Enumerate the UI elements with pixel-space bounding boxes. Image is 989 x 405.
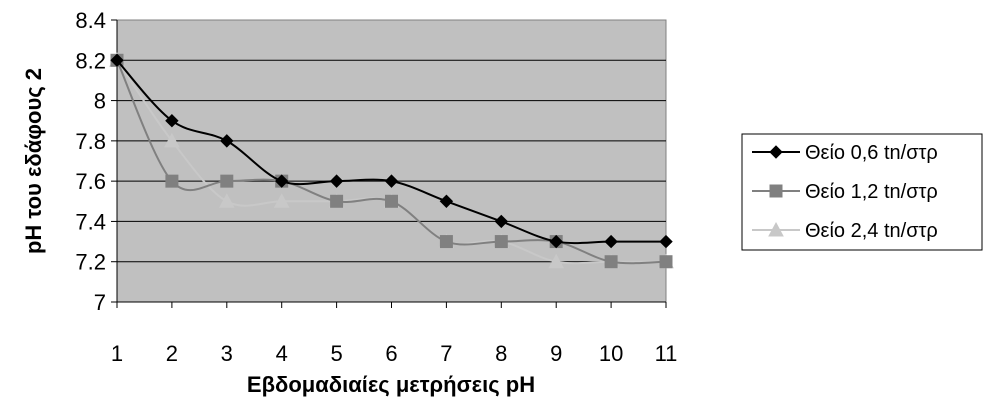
data-point-series-1 xyxy=(329,174,344,188)
y-tick-label: 7.6 xyxy=(75,169,106,194)
data-point-series-3 xyxy=(218,193,235,208)
x-tick-label: 7 xyxy=(440,341,452,366)
data-point-series-2 xyxy=(494,235,508,249)
legend-label-3: Θείο 2,4 tn/στρ xyxy=(805,220,938,242)
legend-label-1: Θείο 0,6 tn/στρ xyxy=(805,142,938,164)
series-line-2 xyxy=(116,59,667,265)
data-point-series-1 xyxy=(274,174,289,188)
x-tick-label: 4 xyxy=(276,341,288,366)
y-tick-label: 7 xyxy=(94,290,106,315)
y-tick-label: 8 xyxy=(94,89,106,114)
legend-label-2: Θείο 1,2 tn/στρ xyxy=(805,181,938,203)
x-tick-label: 6 xyxy=(385,341,397,366)
data-point-series-3 xyxy=(273,193,290,208)
series-group xyxy=(109,52,674,269)
legend-marker-2 xyxy=(769,184,783,198)
legend-marker-1 xyxy=(769,145,783,159)
data-point-series-2 xyxy=(165,174,179,188)
x-tick-label: 3 xyxy=(221,341,233,366)
tick-labels: 7 7.2 7.4 7.6 7.8 8 8.2 8.4 1 2 3 4 5 6 7 8 9 10 11 xyxy=(75,8,677,366)
x-tick-label: 11 xyxy=(655,341,678,366)
y-tick-label: 7.4 xyxy=(75,209,106,234)
data-point-series-1 xyxy=(659,234,673,249)
x-tick-label: 9 xyxy=(550,341,562,366)
data-point-series-2 xyxy=(439,235,453,249)
x-tick-label: 1 xyxy=(111,341,123,366)
data-point-series-3 xyxy=(164,132,180,148)
x-tick-label: 8 xyxy=(495,341,507,366)
y-tick-label: 8.4 xyxy=(75,8,106,33)
data-point-series-1 xyxy=(604,234,618,249)
y-tick-label: 8.2 xyxy=(75,48,106,73)
y-axis-title: pH του εδάφους 2 xyxy=(21,68,46,254)
data-point-series-1 xyxy=(439,194,454,208)
data-point-series-2 xyxy=(330,194,344,208)
data-point-series-2 xyxy=(385,194,398,208)
x-tick-label: 5 xyxy=(330,341,342,366)
data-point-series-1 xyxy=(494,214,509,229)
data-point-series-3 xyxy=(548,253,565,269)
x-tick-label: 10 xyxy=(599,341,623,366)
data-point-series-1 xyxy=(384,174,399,188)
data-point-series-1 xyxy=(110,53,124,67)
data-point-series-2 xyxy=(220,174,234,188)
data-point-series-1 xyxy=(165,114,179,128)
x-axis-title: Εβδομαδιαίες μετρήσεις pH xyxy=(247,372,535,397)
plot-area xyxy=(116,19,667,303)
x-tick-label: 2 xyxy=(166,341,178,366)
data-point-series-1 xyxy=(220,134,234,148)
data-point-series-2 xyxy=(659,255,673,269)
y-tick-label: 7.2 xyxy=(75,250,106,275)
legend: Θείο 0,6 tn/στρ Θείο 1,2 tn/στρ Θείο 2,4 t… xyxy=(741,133,983,251)
data-point-series-2 xyxy=(604,255,618,269)
data-point-series-1 xyxy=(549,234,563,249)
y-tick-label: 7.8 xyxy=(75,129,106,154)
legend-marker-3 xyxy=(768,221,784,237)
